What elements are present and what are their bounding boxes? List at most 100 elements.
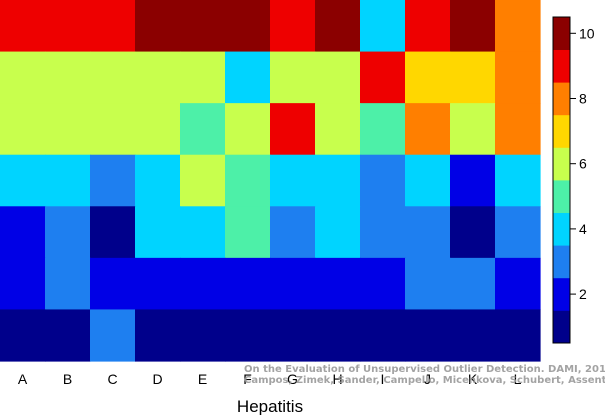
heatmap-cell-C-row1 — [90, 0, 136, 53]
heatmap-cell-C-row5 — [90, 206, 136, 259]
heatmap-cell-J-row5 — [405, 206, 451, 259]
heatmap-cell-G-row2 — [270, 51, 316, 104]
heatmap-cell-K-row2 — [450, 51, 496, 104]
heatmap-cell-B-row6 — [45, 257, 91, 311]
x-axis-ticks: A B C D E F G H I J K L — [18, 371, 522, 387]
colorbar-swatch-5 — [553, 180, 570, 213]
x-tick-label-C: C — [107, 371, 117, 387]
heatmap-cell-E-row5 — [180, 206, 226, 259]
heatmap-cell-I-row1 — [360, 0, 406, 53]
heatmap-cell-B-row4 — [45, 154, 91, 207]
watermark-line-1: On the Evaluation of Unsupervised Outlie… — [244, 364, 605, 375]
heatmap-cell-L-row7 — [495, 309, 541, 362]
x-tick-label-D: D — [152, 371, 162, 387]
colorbar-swatch-9 — [553, 49, 570, 83]
heatmap-cell-D-row7 — [135, 309, 181, 362]
colorbar-tick-label-10: 10 — [579, 25, 595, 41]
heatmap-cell-J-row4 — [405, 154, 451, 207]
heatmap-cell-A-row4 — [0, 154, 46, 207]
x-tick-label-J: J — [424, 371, 431, 387]
heatmap-cell-D-row6 — [135, 257, 181, 311]
heatmap-cell-C-row3 — [90, 103, 136, 156]
heatmap-cell-D-row2 — [135, 51, 181, 104]
heatmap-cell-B-row3 — [45, 103, 91, 156]
heatmap-cell-H-row6 — [315, 257, 361, 311]
heatmap-cell-H-row4 — [315, 154, 361, 207]
colorbar-swatch-6 — [553, 147, 570, 181]
heatmap-cell-F-row4 — [225, 154, 271, 207]
heatmap-cell-J-row6 — [405, 257, 451, 311]
heatmap-cell-D-row5 — [135, 206, 181, 259]
x-tick-label-G: G — [287, 371, 298, 387]
heatmap-cell-B-row7 — [45, 309, 91, 362]
heatmap-cell-E-row7 — [180, 309, 226, 362]
heatmap-cell-I-row7 — [360, 309, 406, 362]
heatmap-cell-B-row5 — [45, 206, 91, 259]
colorbar-tick-label-2: 2 — [579, 286, 587, 302]
heatmap-cell-C-row6 — [90, 257, 136, 311]
heatmap-cell-L-row6 — [495, 257, 541, 311]
heatmap-cell-K-row3 — [450, 103, 496, 156]
colorbar: 2 4 6 8 10 — [552, 16, 595, 344]
colorbar-tick-label-4: 4 — [579, 221, 587, 237]
heatmap-cell-K-row7 — [450, 309, 496, 362]
heatmap-cell-K-row1 — [450, 0, 496, 53]
heatmap-cell-F-row1 — [225, 0, 271, 53]
heatmap-cell-L-row4 — [495, 154, 541, 207]
heatmap-cell-C-row7 — [90, 309, 136, 362]
heatmap-cell-G-row7 — [270, 309, 316, 362]
heatmap-cell-G-row5 — [270, 206, 316, 259]
heatmap-cell-F-row2 — [225, 51, 271, 104]
heatmap-cell-L-row2 — [495, 51, 541, 104]
watermark-line-2: Campos, Zimek, Sander, Campello, Micenko… — [244, 375, 605, 386]
heatmap-cells — [0, 0, 541, 362]
heatmap-cell-J-row7 — [405, 309, 451, 362]
heatmap-cell-A-row1 — [0, 0, 46, 53]
colorbar-swatch-8 — [553, 82, 570, 116]
heatmap-cell-F-row3 — [225, 103, 271, 156]
heatmap-cell-E-row2 — [180, 51, 226, 104]
x-tick-label-B: B — [63, 371, 72, 387]
heatmap-cell-B-row1 — [45, 0, 91, 53]
heatmap-cell-H-row5 — [315, 206, 361, 259]
heatmap-cell-F-row6 — [225, 257, 271, 311]
heatmap-cell-A-row2 — [0, 51, 46, 104]
colorbar-frame — [552, 16, 571, 344]
heatmap-cell-H-row3 — [315, 103, 361, 156]
heatmap-cell-I-row3 — [360, 103, 406, 156]
x-tick-label-I: I — [381, 371, 385, 387]
heatmap-cell-L-row3 — [495, 103, 541, 156]
x-axis-label: Hepatitis — [237, 397, 303, 415]
heatmap-cell-H-row7 — [315, 309, 361, 362]
heatmap-cell-G-row4 — [270, 154, 316, 207]
heatmap-cell-G-row1 — [270, 0, 316, 53]
heatmap-cell-F-row7 — [225, 309, 271, 362]
heatmap-cell-I-row6 — [360, 257, 406, 311]
heatmap-cell-I-row4 — [360, 154, 406, 207]
heatmap-cell-H-row2 — [315, 51, 361, 104]
heatmap-cell-J-row2 — [405, 51, 451, 104]
heatmap-cell-H-row1 — [315, 0, 361, 53]
heatmap-cell-B-row2 — [45, 51, 91, 104]
x-tick-label-E: E — [198, 371, 207, 387]
heatmap-cell-E-row3 — [180, 103, 226, 156]
heatmap-cell-K-row5 — [450, 206, 496, 259]
heatmap-cell-C-row4 — [90, 154, 136, 207]
heatmap-cell-D-row3 — [135, 103, 181, 156]
colorbar-swatch-7 — [553, 114, 570, 148]
heatmap-cell-K-row4 — [450, 154, 496, 207]
heatmap-cell-D-row1 — [135, 0, 181, 53]
x-tick-label-H: H — [332, 371, 342, 387]
x-tick-label-A: A — [18, 371, 28, 387]
colorbar-swatch-4 — [553, 212, 570, 246]
x-tick-label-L: L — [514, 371, 522, 387]
heatmap-cell-E-row4 — [180, 154, 226, 207]
colorbar-swatch-3 — [553, 245, 570, 279]
colorbar-swatch-10 — [553, 17, 570, 50]
heatmap-cell-E-row6 — [180, 257, 226, 311]
heatmap-cell-A-row6 — [0, 257, 46, 311]
x-tick-label-K: K — [468, 371, 478, 387]
heatmap-cell-A-row5 — [0, 206, 46, 259]
colorbar-tick-label-6: 6 — [579, 156, 587, 172]
